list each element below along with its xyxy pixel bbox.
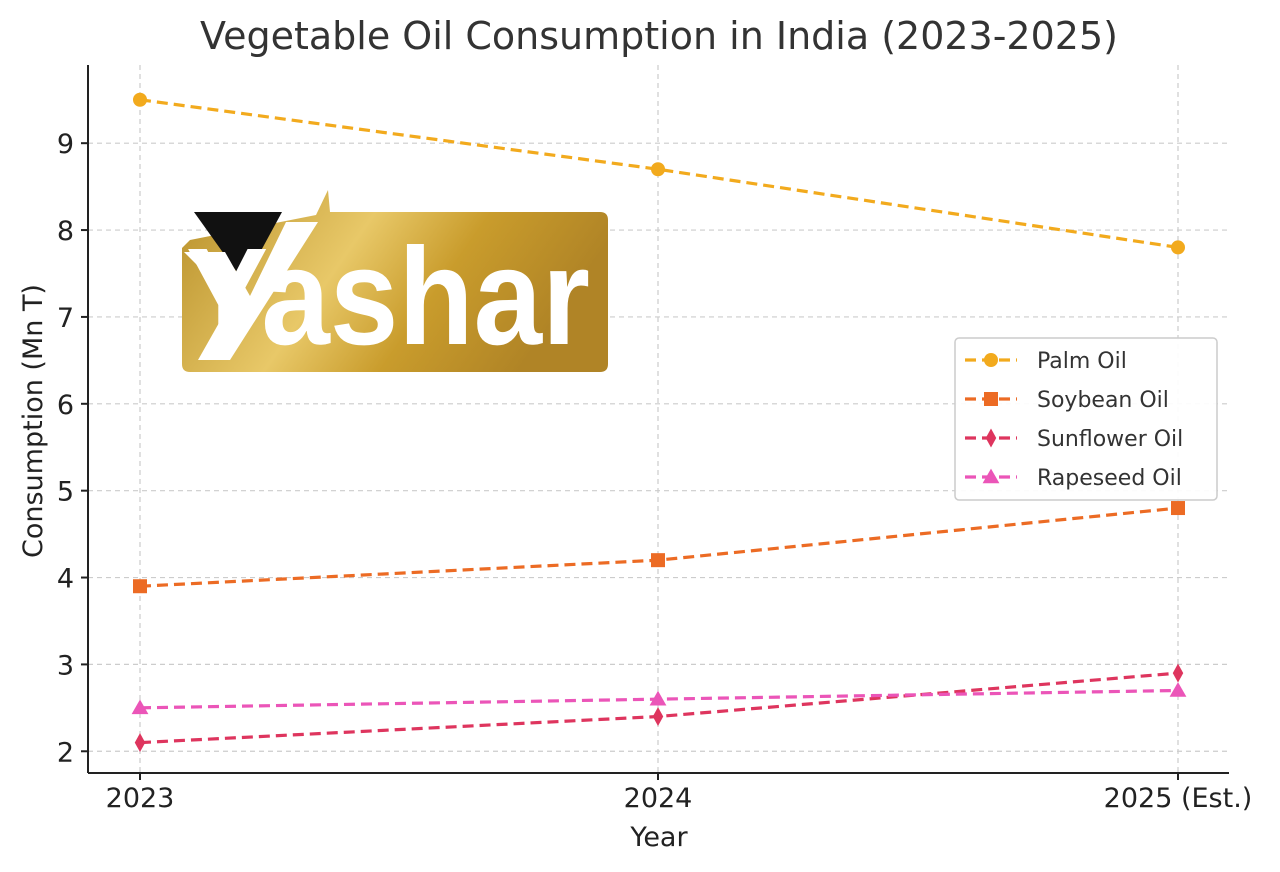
y-tick-label: 4	[57, 564, 74, 595]
y-tick-label: 8	[57, 216, 74, 247]
x-tick-label: 2024	[624, 783, 693, 814]
series-rapeseed-oil	[131, 682, 1187, 715]
logo-text: Yashar	[186, 220, 590, 374]
chart-title: Vegetable Oil Consumption in India (2023…	[200, 14, 1118, 58]
legend-item: Soybean Oil	[965, 388, 1169, 413]
x-tick-label: 2025 (Est.)	[1104, 783, 1253, 814]
marker-diamond	[985, 428, 997, 448]
y-tick-label: 9	[57, 129, 74, 160]
legend-item: Palm Oil	[965, 349, 1127, 374]
series-line	[139, 98, 1179, 250]
series-line	[139, 671, 1179, 745]
legend-box	[954, 337, 1218, 501]
legend-label: Rapeseed Oil	[1037, 466, 1182, 491]
marker-circle	[133, 92, 147, 107]
marker-triangle	[982, 468, 1000, 484]
x-axis-label: Year	[629, 822, 688, 853]
yashar-logo: Yashar	[182, 190, 608, 374]
marker-diamond	[652, 707, 664, 726]
legend-item: Rapeseed Oil	[965, 466, 1182, 491]
series-soybean-oil	[133, 501, 1185, 594]
series	[131, 92, 1187, 753]
marker-square	[651, 553, 665, 568]
marker-diamond	[1172, 663, 1184, 683]
marker-triangle	[1169, 682, 1187, 697]
y-tick-label: 2	[57, 737, 74, 768]
marker-square	[984, 392, 998, 406]
series-sunflower-oil	[134, 663, 1184, 753]
y-tick-label: 3	[57, 650, 74, 681]
legend-label: Soybean Oil	[1037, 388, 1169, 413]
x-tick-label: 2023	[106, 783, 175, 814]
y-tick-label: 5	[57, 477, 74, 508]
marker-triangle	[649, 690, 667, 706]
legend: Palm Oil Soybean Oil Sunflower Oil Rapeseed…	[954, 337, 1218, 501]
marker-square	[1171, 501, 1185, 516]
legend-label: Sunflower Oil	[1037, 427, 1183, 452]
legend-item: Sunflower Oil	[965, 427, 1183, 452]
y-tick-label: 6	[57, 390, 74, 421]
y-tick-label: 7	[57, 303, 74, 334]
legend-label: Palm Oil	[1037, 349, 1127, 374]
marker-triangle	[131, 699, 149, 715]
marker-circle	[984, 353, 998, 367]
axes: 2 3 4 5 6 7 8 9 2023 2024 2025 (Est.)	[57, 65, 1253, 814]
marker-diamond	[134, 733, 146, 753]
series-palm-oil	[133, 92, 1185, 255]
y-axis-label: Consumption (Mn T)	[18, 284, 49, 558]
marker-circle	[1171, 240, 1185, 255]
marker-square	[133, 579, 147, 594]
series-line	[139, 506, 1179, 588]
marker-circle	[651, 162, 665, 177]
